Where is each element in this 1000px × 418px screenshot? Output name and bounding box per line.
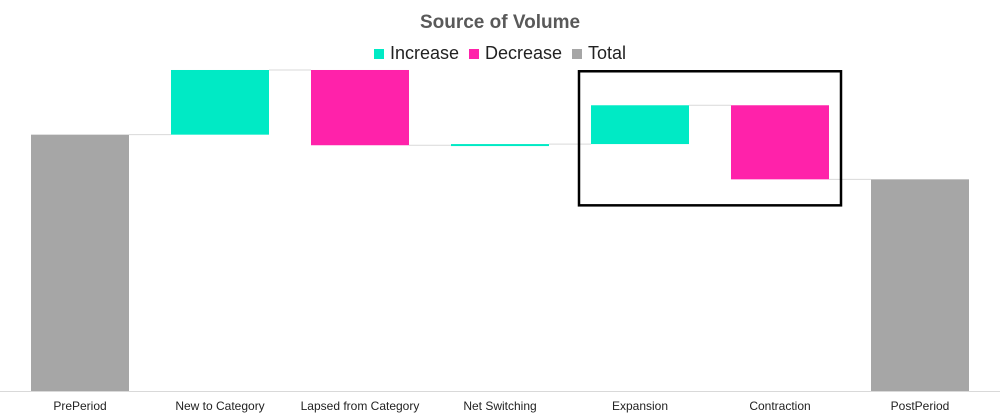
bar-lapsed-from-category — [311, 69, 409, 146]
legend-item-increase: Increase — [373, 43, 459, 64]
bar-net-switching — [451, 144, 549, 147]
bar-new-to-category — [171, 69, 269, 135]
bar-preperiod — [31, 134, 129, 392]
legend-swatch-increase — [373, 48, 384, 59]
x-tick-label: Contraction — [749, 399, 810, 413]
legend-swatch-decrease — [468, 48, 479, 59]
chart-title: Source of Volume — [419, 12, 581, 33]
legend-swatch-total — [572, 48, 583, 59]
legend: Increase Decrease Total — [0, 43, 1000, 64]
x-tick-label: Net Switching — [463, 399, 536, 413]
legend-item-total: Total — [572, 43, 626, 64]
x-tick-label: Expansion — [612, 399, 668, 413]
bar-postperiod — [871, 179, 969, 391]
legend-label-total: Total — [588, 43, 627, 63]
legend-label-increase: Increase — [389, 43, 459, 63]
x-tick-label: PostPeriod — [891, 399, 950, 413]
highlight-box — [577, 70, 843, 207]
legend-label-decrease: Decrease — [484, 43, 563, 63]
x-tick-label: New to Category — [175, 399, 264, 413]
bar-contraction — [731, 105, 829, 180]
x-tick-label: PrePeriod — [53, 399, 106, 413]
x-tick-label: Lapsed from Category — [301, 399, 420, 413]
bar-expansion — [591, 105, 689, 145]
legend-item-decrease: Decrease — [468, 43, 563, 64]
